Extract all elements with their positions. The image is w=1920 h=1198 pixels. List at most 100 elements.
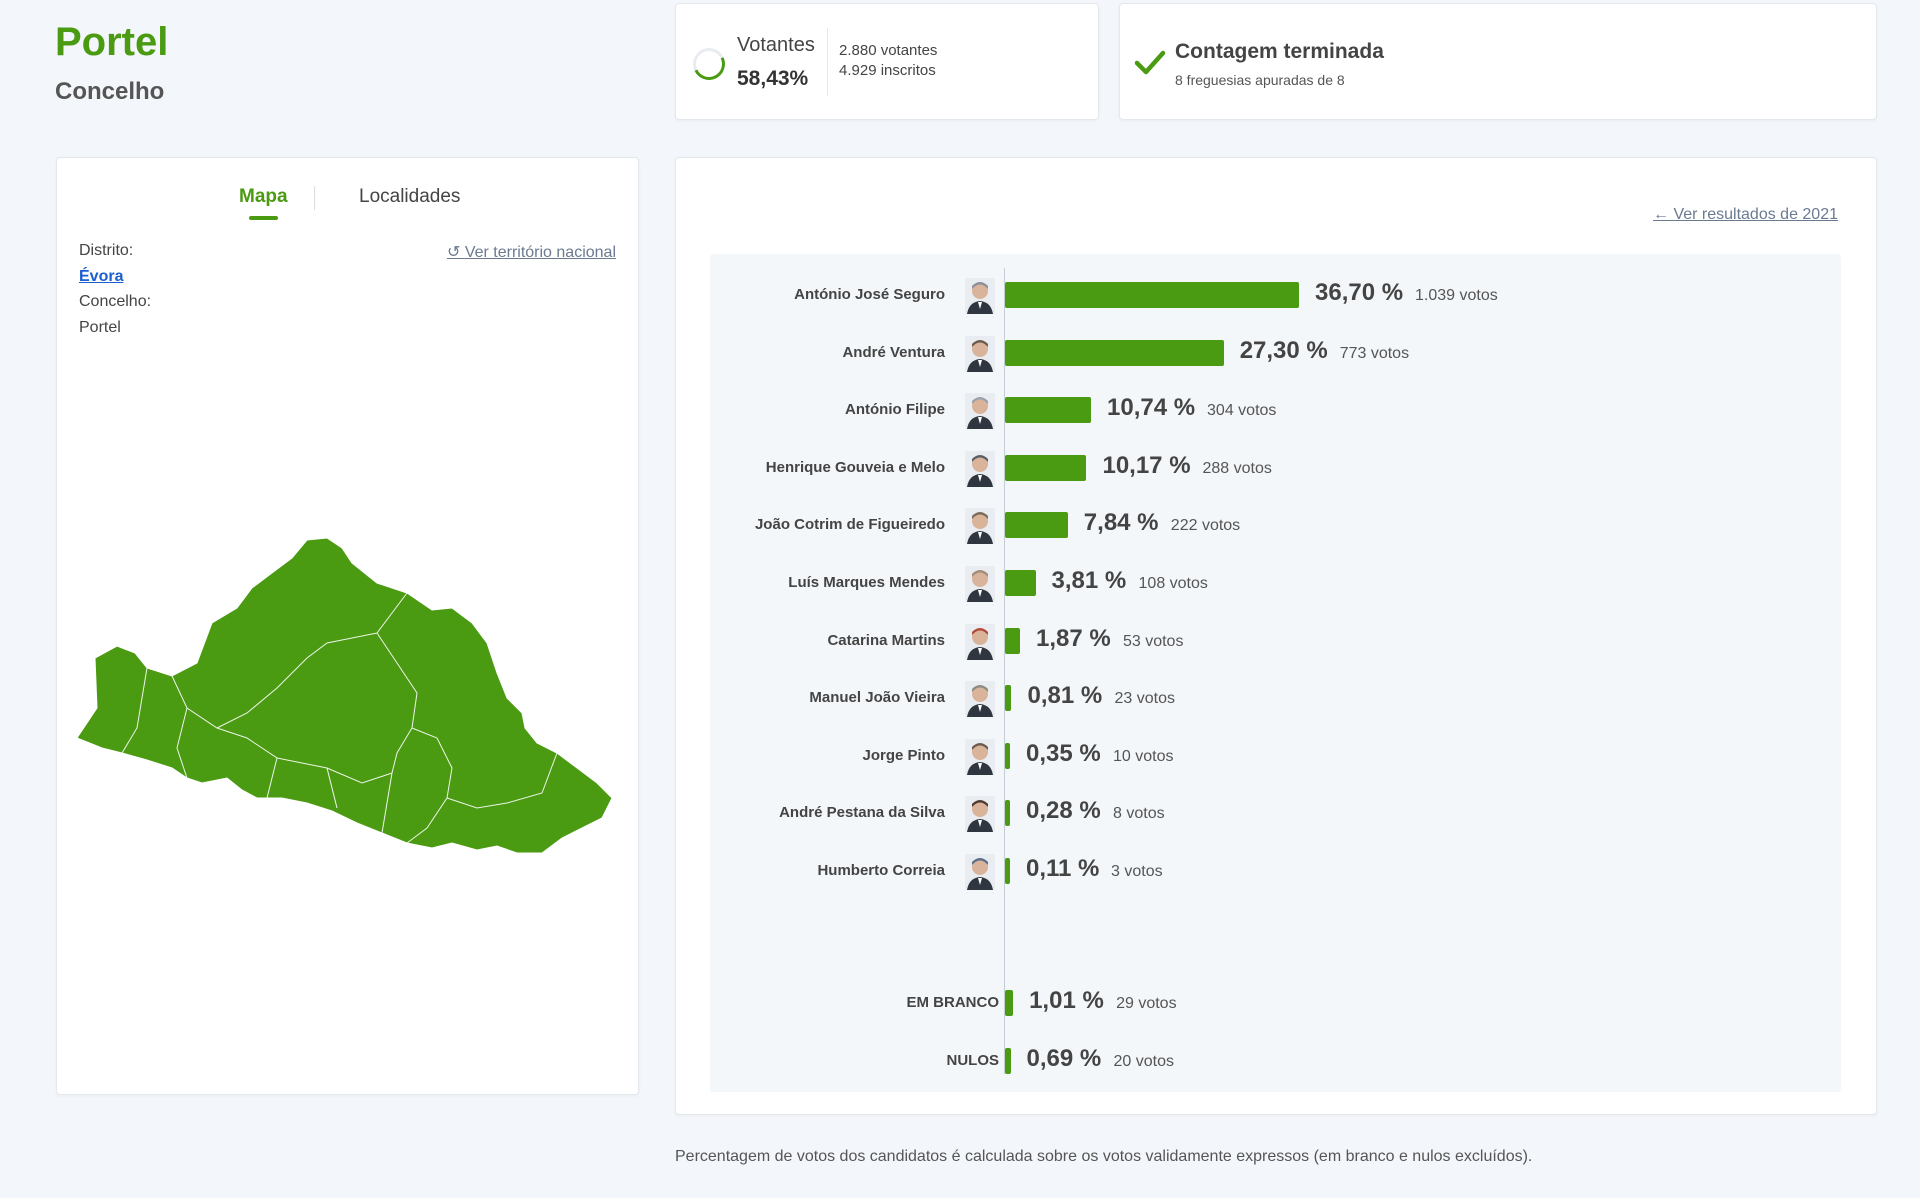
votantes-card: Votantes 58,43% 2.880 votantes 4.929 ins… xyxy=(675,3,1099,120)
result-row: António Filipe 10,74 % 304 votos xyxy=(710,391,1841,431)
result-percent: 0,81 % xyxy=(1027,682,1103,710)
candidate-name: Luís Marques Mendes xyxy=(788,574,945,591)
result-votes: 773 votos xyxy=(1339,344,1410,362)
votantes-count: 2.880 votantes xyxy=(839,42,938,59)
result-votes: 10 votos xyxy=(1113,747,1174,765)
candidate-avatar xyxy=(965,335,995,372)
result-row: João Cotrim de Figueiredo 7,84 % 222 votos xyxy=(710,506,1841,546)
result-votes: 23 votos xyxy=(1114,690,1175,708)
results-2021-label: Ver resultados de 2021 xyxy=(1673,206,1838,223)
check-icon xyxy=(1134,50,1166,75)
result-bar xyxy=(1005,800,1010,827)
concelho-label: Concelho: xyxy=(79,293,152,310)
result-votes: 8 votos xyxy=(1113,805,1165,823)
result-percent: 0,35 % xyxy=(1026,739,1101,767)
result-bar xyxy=(1005,454,1087,481)
result-row: NULOS 0,69 % 20 votos xyxy=(710,1042,1841,1082)
result-votes: 1.039 votos xyxy=(1415,287,1498,304)
candidate-avatar xyxy=(965,566,995,602)
result-percent: 1,87 % xyxy=(1035,624,1111,652)
national-territory-label: Ver território nacional xyxy=(464,244,616,261)
national-territory-link[interactable]: ↺ Ver território nacional xyxy=(447,242,616,262)
candidate-name: NULOS xyxy=(946,1051,1000,1069)
result-percent: 27,30 % xyxy=(1239,336,1328,364)
result-votes: 20 votos xyxy=(1113,1052,1174,1070)
page-title: Portel xyxy=(55,20,169,64)
result-percent: 10,74 % xyxy=(1107,394,1196,422)
candidate-avatar xyxy=(965,796,995,833)
result-row: Manuel João Vieira 0,81 % 23 votos xyxy=(710,679,1841,719)
tab-localidades[interactable]: Localidades xyxy=(359,186,461,207)
result-row: Henrique Gouveia e Melo 10,17 % 288 votos xyxy=(710,449,1841,489)
result-votes: 53 votos xyxy=(1122,632,1184,650)
result-bar xyxy=(1005,282,1299,308)
concelho-value: Portel xyxy=(79,319,121,336)
result-percent: 0,11 % xyxy=(1026,855,1100,882)
result-bar xyxy=(1005,570,1036,596)
votantes-label: Votantes xyxy=(737,34,815,56)
map-card: Mapa Localidades Distrito: Évora Concelh… xyxy=(56,157,639,1095)
candidate-name: João Cotrim de Figueiredo xyxy=(754,516,945,534)
results-chart: António José Seguro 36,70 % 1.039 votos And… xyxy=(710,254,1841,1092)
distrito-link[interactable]: Évora xyxy=(79,268,124,285)
result-bar xyxy=(1005,512,1068,539)
candidate-avatar xyxy=(965,508,995,545)
candidate-avatar xyxy=(965,278,995,314)
map-region[interactable] xyxy=(77,537,613,854)
candidate-name: Humberto Correia xyxy=(817,862,945,879)
result-percent: 0,28 % xyxy=(1026,797,1101,825)
candidate-avatar xyxy=(965,393,995,430)
result-percent: 7,84 % xyxy=(1083,509,1159,537)
candidate-avatar xyxy=(965,450,995,487)
result-bar xyxy=(1005,858,1010,884)
result-row: André Ventura 27,30 % 773 votos xyxy=(710,334,1841,374)
result-row: Catarina Martins 1,87 % 53 votos xyxy=(710,622,1841,662)
results-2021-link[interactable]: ← Ver resultados de 2021 xyxy=(1653,206,1838,224)
tab-mapa[interactable]: Mapa xyxy=(239,186,288,220)
inscritos-count: 4.929 inscritos xyxy=(839,62,936,79)
votantes-percent: 58,43% xyxy=(737,67,809,90)
parish-borders xyxy=(121,592,558,844)
result-percent: 0,69 % xyxy=(1026,1044,1102,1072)
result-votes: 222 votos xyxy=(1170,517,1241,535)
results-card: ← Ver resultados de 2021 António José Se… xyxy=(675,157,1877,1115)
candidate-name: António Filipe xyxy=(845,401,945,419)
footnote: Percentagem de votos dos candidatos é ca… xyxy=(675,1148,1533,1165)
result-votes: 29 votos xyxy=(1116,995,1177,1012)
contagem-subtitle: 8 freguesias apuradas de 8 xyxy=(1175,72,1345,88)
result-votes: 108 votos xyxy=(1138,575,1208,592)
result-percent: 3,81 % xyxy=(1051,567,1127,594)
result-row: André Pestana da Silva 0,28 % 8 votos xyxy=(710,794,1841,834)
candidate-name: EM BRANCO xyxy=(906,994,1000,1011)
contagem-title: Contagem terminada xyxy=(1175,40,1384,63)
turnout-progress-icon xyxy=(688,43,730,85)
result-bar xyxy=(1005,627,1020,654)
candidate-avatar xyxy=(965,854,995,890)
candidate-name: António José Seguro xyxy=(794,286,945,303)
contagem-card: Contagem terminada 8 freguesias apuradas… xyxy=(1119,3,1877,120)
result-votes: 288 votos xyxy=(1202,459,1272,477)
divider xyxy=(827,28,828,96)
candidate-name: André Ventura xyxy=(842,343,945,361)
result-percent: 36,70 % xyxy=(1315,279,1404,306)
result-row: António José Seguro 36,70 % 1.039 votos xyxy=(710,276,1841,316)
result-bar xyxy=(1005,685,1012,712)
result-row: EM BRANCO 1,01 % 29 votos xyxy=(710,984,1841,1024)
candidate-name: Manuel João Vieira xyxy=(809,689,945,707)
municipality-map[interactable] xyxy=(77,528,617,888)
result-row: Luís Marques Mendes 3,81 % 108 votos xyxy=(710,564,1841,604)
result-row: Jorge Pinto 0,35 % 10 votos xyxy=(710,737,1841,777)
candidate-avatar xyxy=(965,623,995,660)
candidate-name: Henrique Gouveia e Melo xyxy=(765,458,945,476)
candidate-avatar xyxy=(965,738,995,775)
candidate-avatar xyxy=(965,681,995,718)
result-percent: 1,01 % xyxy=(1029,987,1104,1014)
result-bar xyxy=(1005,990,1014,1016)
result-row: Humberto Correia 0,11 % 3 votos xyxy=(710,852,1841,892)
arrow-left-icon: ← xyxy=(1652,206,1669,223)
distrito-label: Distrito: xyxy=(79,242,134,259)
result-bar xyxy=(1005,742,1010,769)
tab-divider xyxy=(314,186,315,210)
candidate-name: Jorge Pinto xyxy=(862,746,945,764)
result-votes: 3 votos xyxy=(1111,863,1163,880)
